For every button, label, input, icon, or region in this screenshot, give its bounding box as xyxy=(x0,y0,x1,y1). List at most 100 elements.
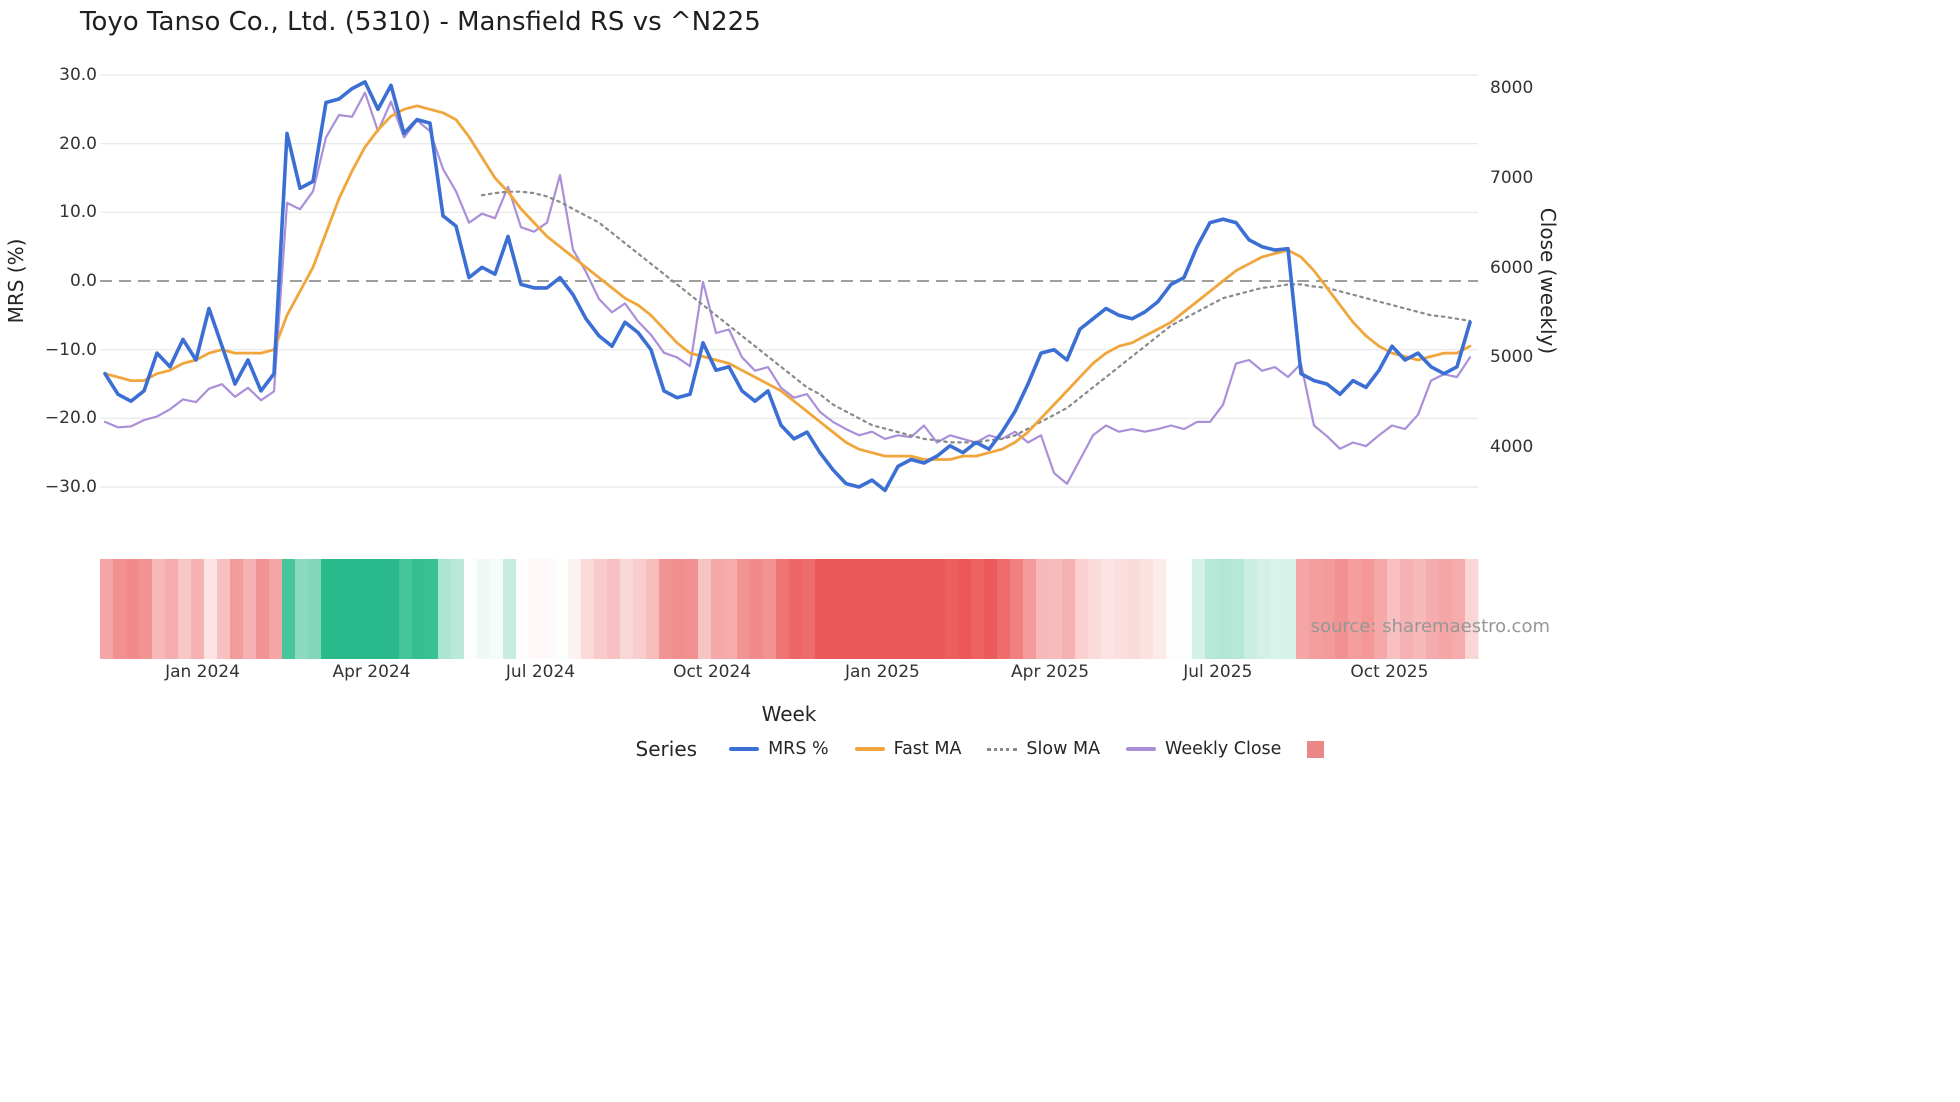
heatmap-cell xyxy=(555,559,569,659)
heatmap-strip xyxy=(100,559,1479,659)
heatmap-cell xyxy=(893,559,907,659)
series-lines xyxy=(103,80,1472,493)
x-tick-label: Oct 2025 xyxy=(1350,662,1429,682)
heatmap-cell xyxy=(581,559,595,659)
heatmap-cell xyxy=(230,559,244,659)
heatmap-cell xyxy=(659,559,673,659)
y-tick-label-left: −10.0 xyxy=(44,339,97,360)
y-tick-label-right: 4000 xyxy=(1490,437,1534,457)
heatmap-cell xyxy=(516,559,530,659)
heatmap-cell xyxy=(126,559,140,659)
y-tick-label-left: −30.0 xyxy=(44,477,97,497)
heatmap-cell xyxy=(256,559,270,659)
heatmap-cell xyxy=(997,559,1011,659)
legend-swatch xyxy=(854,747,885,751)
series-line-slow-ma xyxy=(480,190,1472,444)
x-tick-label: Jan 2025 xyxy=(844,662,920,682)
heatmap-cell xyxy=(178,559,192,659)
legend-entry-weekly-close: Weekly Close xyxy=(1126,739,1281,759)
chart-title: Toyo Tanso Co., Ltd. (5310) - Mansfield … xyxy=(80,7,761,37)
heatmap-cell xyxy=(607,559,621,659)
y-tick-label-right: 6000 xyxy=(1490,257,1534,278)
heatmap-cell xyxy=(1231,559,1245,659)
heatmap-cell xyxy=(464,559,478,659)
heatmap-cell xyxy=(113,559,127,659)
heatmap-cell xyxy=(698,559,712,659)
heatmap-cell xyxy=(1309,559,1323,659)
heatmap-cell xyxy=(633,559,647,659)
heatmap-cell xyxy=(1036,559,1050,659)
heatmap-cell xyxy=(334,559,348,659)
heatmap-cell xyxy=(269,559,283,659)
legend-label: Slow MA xyxy=(1026,739,1101,759)
legend-entries: MRS % Fast MA Slow MA Weekly Close xyxy=(729,739,1325,759)
heatmap-cell xyxy=(399,559,413,659)
heatmap-cell xyxy=(1296,559,1310,659)
heatmap-cell xyxy=(1400,559,1414,659)
y-tick-label-left: 30.0 xyxy=(59,64,97,85)
heatmap-cell xyxy=(1205,559,1219,659)
legend-swatch xyxy=(1126,747,1157,751)
heatmap-cell xyxy=(1439,559,1453,659)
heatmap-cell xyxy=(646,559,660,659)
heatmap-cell xyxy=(828,559,842,659)
heatmap-cell xyxy=(1218,559,1232,659)
heatmap-cell xyxy=(321,559,335,659)
heatmap-cell xyxy=(1270,559,1284,659)
heatmap-cell xyxy=(1101,559,1115,659)
heatmap-cell xyxy=(1452,559,1466,659)
heatmap-cell xyxy=(815,559,829,659)
heatmap-cell xyxy=(1114,559,1128,659)
heatmap-cell xyxy=(984,559,998,659)
legend-swatch xyxy=(729,747,760,751)
heatmap-cell xyxy=(1387,559,1401,659)
legend-label: MRS % xyxy=(768,739,829,759)
gridlines xyxy=(100,74,1478,488)
heatmap-cell xyxy=(529,559,543,659)
heatmap-cell xyxy=(685,559,699,659)
heatmap-cell xyxy=(620,559,634,659)
heatmap-cell xyxy=(347,559,361,659)
heatmap-cell xyxy=(191,559,205,659)
heatmap-cell xyxy=(139,559,153,659)
heatmap-cell xyxy=(971,559,985,659)
heatmap-cell xyxy=(802,559,816,659)
heatmap-cell xyxy=(542,559,556,659)
heatmap-cell xyxy=(243,559,257,659)
x-tick-label: Jan 2024 xyxy=(165,662,240,682)
heatmap-cell xyxy=(386,559,400,659)
source-credit: source: sharemaestro.com xyxy=(1310,616,1550,637)
heatmap-cell xyxy=(1049,559,1063,659)
heatmap-cell xyxy=(1088,559,1102,659)
heatmap-cell xyxy=(204,559,218,659)
x-tick-label: Oct 2024 xyxy=(673,662,752,682)
heatmap-cell xyxy=(711,559,725,659)
heatmap-cell xyxy=(1127,559,1141,659)
heatmap-cell xyxy=(100,559,114,659)
heatmap-cell xyxy=(490,559,504,659)
heatmap-cell xyxy=(165,559,179,659)
heatmap-cell xyxy=(451,559,465,659)
heatmap-cell xyxy=(1062,559,1076,659)
heatmap-cell xyxy=(1413,559,1427,659)
heatmap-cell xyxy=(906,559,920,659)
heatmap-cell xyxy=(1283,559,1297,659)
legend-label: Fast MA xyxy=(893,739,962,759)
y-tick-label-left: 20.0 xyxy=(59,133,97,154)
y-tick-label-right: 8000 xyxy=(1490,78,1534,99)
legend-entry-mrs-: MRS % xyxy=(729,739,829,759)
heatmap-cell xyxy=(1374,559,1388,659)
heatmap-cell xyxy=(1140,559,1154,659)
heatmap-cell xyxy=(880,559,894,659)
heatmap-cell xyxy=(724,559,738,659)
heatmap-cell xyxy=(438,559,452,659)
heatmap-cell xyxy=(360,559,374,659)
heatmap-cell xyxy=(1348,559,1362,659)
heatmap-cell xyxy=(282,559,296,659)
heatmap-cell xyxy=(1361,559,1375,659)
heatmap-cell xyxy=(594,559,608,659)
heatmap-cell xyxy=(867,559,881,659)
series-line-fast-ma xyxy=(103,104,1472,461)
